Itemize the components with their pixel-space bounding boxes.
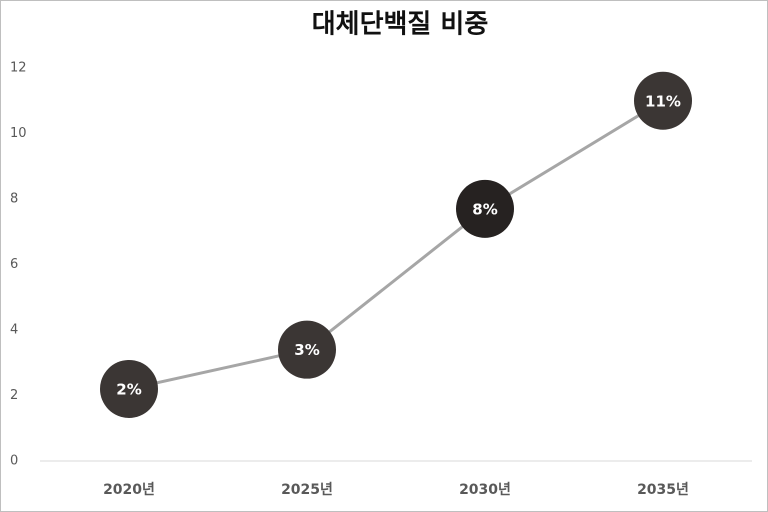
y-tick-label: 4 [10, 323, 18, 338]
x-tick-label: 2025년 [281, 482, 333, 498]
value-label: 2% [116, 380, 141, 398]
chart-title: 대체단백질 비중 [312, 10, 489, 40]
y-tick-label: 12 [10, 61, 27, 76]
x-tick-label: 2030년 [459, 482, 511, 498]
x-tick-label: 2020년 [103, 482, 155, 498]
point-marker [100, 359, 158, 418]
y-tick-label: 10 [10, 126, 27, 141]
series-line [128, 99, 664, 391]
point-marker [456, 179, 514, 238]
point-marker [634, 71, 692, 130]
x-tick-label: 2035년 [637, 482, 689, 498]
y-tick-label: 0 [10, 454, 18, 469]
value-label: 8% [472, 200, 497, 218]
value-label: 11% [645, 92, 681, 110]
value-label: 3% [294, 341, 319, 359]
y-tick-label: 6 [10, 257, 18, 272]
point-marker [278, 320, 336, 379]
y-tick-label: 8 [10, 192, 18, 207]
y-tick-label: 2 [10, 388, 18, 403]
